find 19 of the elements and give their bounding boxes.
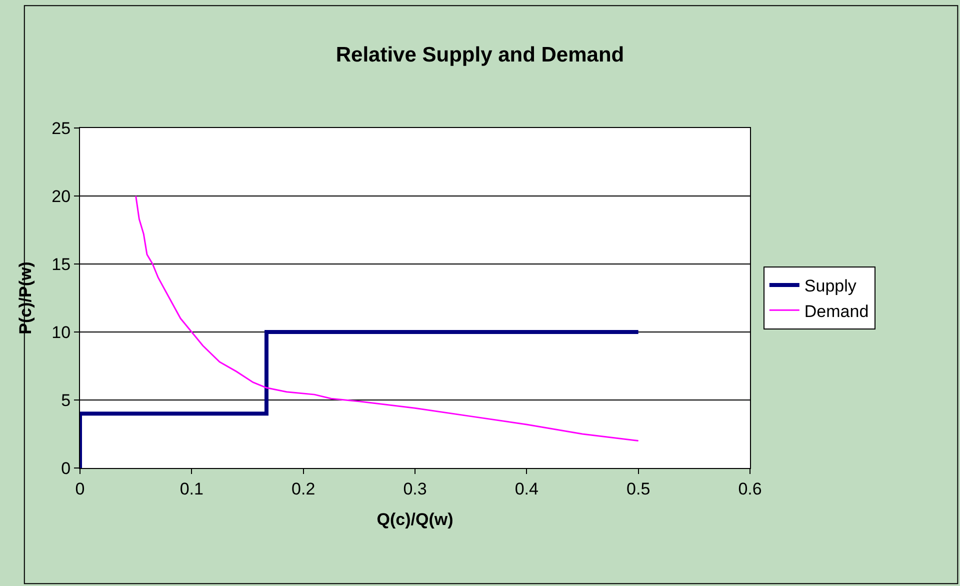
x-tick-label: 0.1 (180, 479, 204, 498)
x-tick-label: 0.4 (514, 479, 538, 498)
x-tick-label: 0.2 (292, 479, 316, 498)
y-axis-title: P(c)/P(w) (16, 262, 36, 334)
line-series (135, 195, 640, 442)
x-axis-title: Q(c)/Q(w) (376, 510, 454, 529)
y-tick-label: 10 (52, 322, 71, 342)
y-tick-label: 5 (61, 390, 71, 410)
x-tick-label: 0.5 (626, 479, 650, 498)
legend-label: Supply (804, 276, 857, 296)
y-tick-label: 20 (52, 186, 71, 206)
x-tick-label: 0.3 (403, 479, 427, 498)
y-tick-label: 0 (61, 458, 71, 478)
y-tick-label: 25 (52, 118, 71, 138)
legend-label: Demand (804, 302, 869, 321)
chart-title: Relative Supply and Demand (336, 44, 624, 67)
x-tick-label: 0 (75, 479, 85, 498)
x-tick-label: 0.6 (738, 479, 762, 498)
y-tick-label: 15 (52, 254, 71, 274)
